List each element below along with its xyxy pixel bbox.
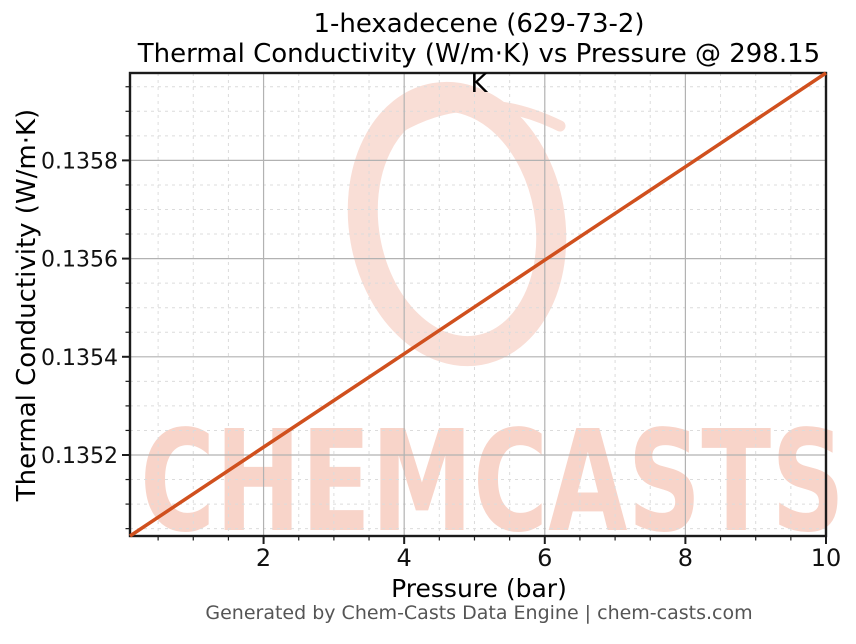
chart-title-line1: 1-hexadecene (629-73-2) [313,9,645,39]
y-tick-label: 0.1358 [41,149,118,174]
x-tick-label: 10 [811,544,842,572]
axis-ticks [122,86,827,544]
footer-caption: Generated by Chem-Casts Data Engine | ch… [205,602,753,624]
x-tick-label: 8 [678,544,693,572]
x-tick-label: 6 [537,544,552,572]
tick-labels: 2 4 6 8 10 0.1352 0.1354 0.1356 0.1358 [41,149,841,572]
x-tick-label: 2 [256,544,271,572]
chart-title: 1-hexadecene (629-73-2) Thermal Conducti… [131,9,827,99]
x-axis-label: Pressure (bar) [391,574,567,603]
watermark-text: CHEMCASTS [140,401,845,564]
y-tick-label: 0.1352 [41,444,118,469]
gridlines-minor [130,73,826,536]
y-axis-label: Thermal Conductivity (W/m·K) [12,108,42,502]
x-tick-label: 4 [397,544,412,572]
watermark-ring-swoosh [380,99,566,142]
data-line-thermal-conductivity [129,71,827,538]
watermark-ring [347,81,567,367]
watermark: CHEMCASTS [140,81,845,564]
plot-spines [128,71,828,538]
y-tick-label: 0.1356 [41,248,118,273]
chart-title-line2: Thermal Conductivity (W/m·K) vs Pressure… [137,39,821,99]
y-tick-label: 0.1354 [41,346,118,371]
